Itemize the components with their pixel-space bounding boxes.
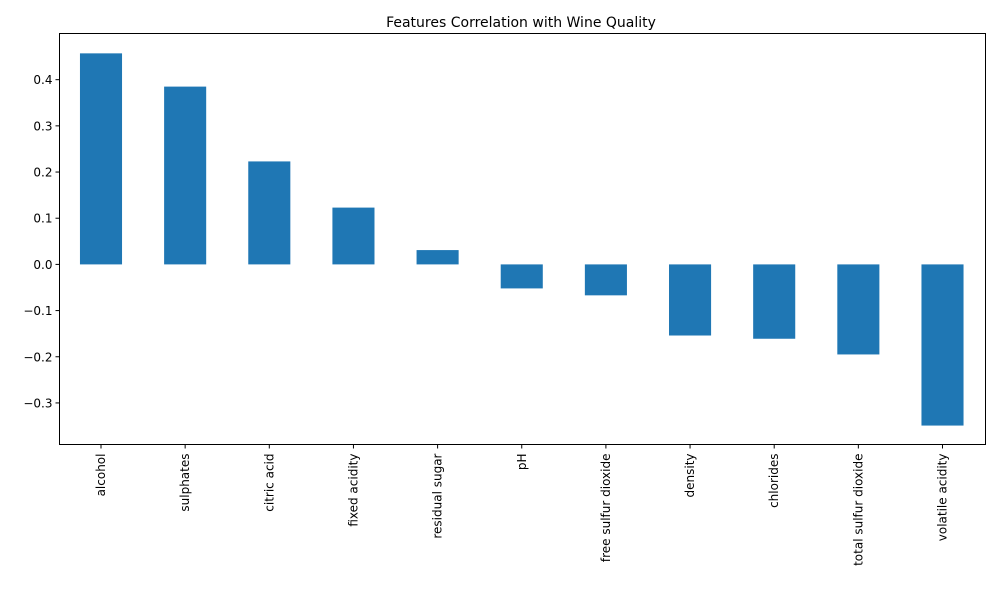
bar-citric-acid bbox=[248, 161, 291, 265]
y-axis: −0.3 −0.2 −0.1 0.0 0.1 0.2 0.3 0.4 bbox=[23, 73, 60, 410]
y-tick-label: 0.0 bbox=[33, 258, 52, 272]
x-tick-label: free sulfur dioxide bbox=[599, 454, 613, 563]
y-tick-label: 0.1 bbox=[33, 212, 52, 226]
x-tick-label: alcohol bbox=[94, 454, 108, 497]
x-tick-label: citric acid bbox=[262, 454, 276, 512]
bar-volatile-acidity bbox=[921, 264, 964, 426]
y-tick-label: 0.4 bbox=[33, 73, 52, 87]
x-tick-label: residual sugar bbox=[431, 453, 445, 538]
x-tick-label: pH bbox=[515, 454, 529, 471]
x-tick-label: chlorides bbox=[767, 454, 781, 508]
bar-total-sulfur-dioxide bbox=[837, 264, 880, 355]
chart-title: Features Correlation with Wine Quality bbox=[386, 15, 656, 31]
bar-sulphates bbox=[164, 86, 207, 265]
y-tick-label: −0.2 bbox=[23, 350, 52, 364]
y-tick-label: −0.3 bbox=[23, 396, 52, 410]
bar-alcohol bbox=[79, 53, 123, 265]
x-tick-label: sulphates bbox=[178, 454, 192, 512]
y-tick-label: −0.1 bbox=[23, 304, 52, 318]
x-tick-label: volatile acidity bbox=[936, 454, 950, 542]
bar-residual-sugar bbox=[416, 250, 459, 265]
x-tick-label: total sulfur dioxide bbox=[851, 454, 865, 566]
bar-free-sulfur-dioxide bbox=[584, 264, 627, 296]
y-tick-label: 0.3 bbox=[33, 119, 52, 133]
y-tick-label: 0.2 bbox=[33, 166, 52, 180]
bars-layer bbox=[79, 53, 964, 426]
bar-chlorides bbox=[753, 264, 796, 339]
plot-frame bbox=[59, 33, 986, 445]
x-axis: alcohol sulphates citric acid fixed acidity… bbox=[94, 444, 950, 566]
x-tick-label: density bbox=[683, 454, 697, 498]
x-tick-label: fixed acidity bbox=[346, 454, 360, 527]
bar-density bbox=[669, 264, 712, 336]
bar-ph bbox=[500, 264, 543, 289]
bar-fixed-acidity bbox=[332, 207, 375, 265]
